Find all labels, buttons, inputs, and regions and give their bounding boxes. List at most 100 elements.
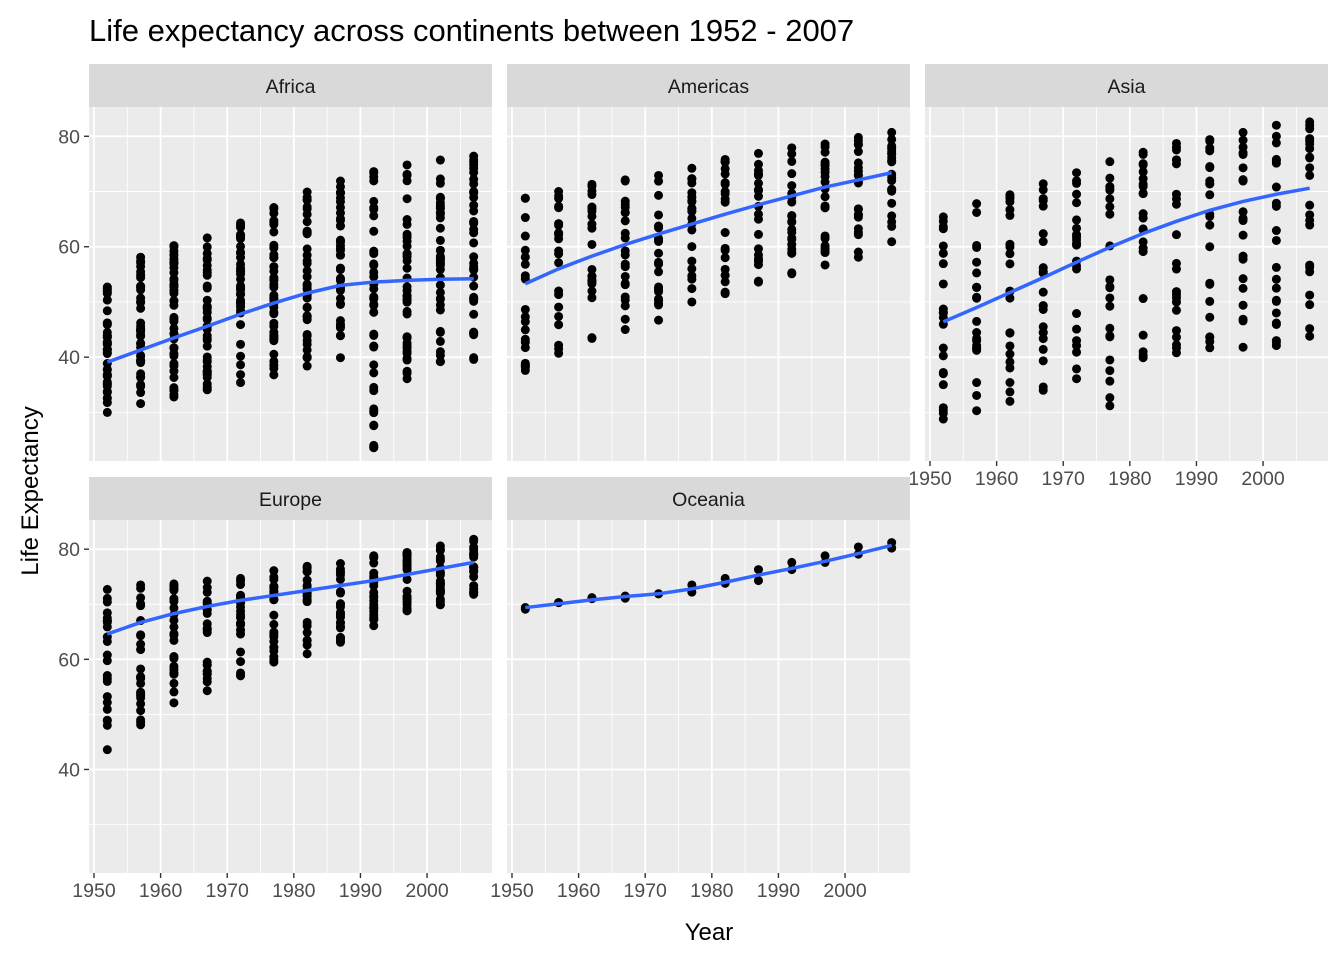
data-point bbox=[1238, 207, 1248, 217]
data-point bbox=[402, 606, 412, 616]
data-point bbox=[435, 258, 445, 268]
data-point bbox=[787, 181, 797, 191]
data-point bbox=[369, 267, 379, 277]
data-point bbox=[1072, 364, 1082, 374]
data-point bbox=[369, 226, 379, 236]
data-point bbox=[654, 210, 664, 220]
data-point bbox=[753, 178, 763, 188]
data-point bbox=[1072, 347, 1082, 357]
data-point bbox=[335, 331, 345, 341]
data-point bbox=[136, 350, 146, 360]
data-point bbox=[369, 420, 379, 430]
data-point bbox=[469, 281, 479, 291]
data-point bbox=[620, 292, 630, 302]
data-point bbox=[369, 382, 379, 392]
strip-label-africa: Africa bbox=[266, 76, 316, 98]
data-point bbox=[1138, 167, 1148, 177]
data-point bbox=[335, 633, 345, 643]
data-point bbox=[554, 246, 564, 256]
data-point bbox=[1238, 213, 1248, 223]
data-point bbox=[654, 299, 664, 309]
data-point bbox=[938, 351, 948, 361]
data-point bbox=[654, 267, 664, 277]
data-point bbox=[202, 242, 212, 252]
data-point bbox=[102, 692, 112, 702]
data-point bbox=[435, 336, 445, 346]
x-tick-label: 1950 bbox=[908, 468, 952, 490]
data-point bbox=[1305, 290, 1315, 300]
data-point bbox=[887, 237, 897, 247]
data-point bbox=[687, 225, 697, 235]
data-point bbox=[369, 592, 379, 602]
strip-africa bbox=[89, 64, 492, 107]
data-point bbox=[435, 287, 445, 297]
x-tick-label: 1990 bbox=[1175, 468, 1219, 490]
data-point bbox=[1105, 301, 1115, 311]
data-point bbox=[1271, 296, 1281, 306]
data-point bbox=[554, 201, 564, 211]
data-point bbox=[136, 639, 146, 649]
data-point bbox=[1171, 199, 1181, 209]
data-point bbox=[1005, 363, 1015, 373]
data-point bbox=[1271, 337, 1281, 347]
data-point bbox=[787, 234, 797, 244]
data-point bbox=[435, 579, 445, 589]
data-point bbox=[202, 677, 212, 687]
data-point bbox=[654, 248, 664, 258]
data-point bbox=[369, 568, 379, 578]
data-point bbox=[753, 214, 763, 224]
data-point bbox=[720, 287, 730, 297]
data-point bbox=[1205, 146, 1215, 156]
x-tick-label: 1980 bbox=[1108, 468, 1152, 490]
data-point bbox=[236, 590, 246, 600]
data-point bbox=[302, 563, 312, 573]
data-point bbox=[820, 160, 830, 170]
data-point bbox=[1138, 213, 1148, 223]
panel-bg-oceania bbox=[507, 520, 910, 873]
data-point bbox=[1005, 242, 1015, 252]
data-point bbox=[469, 544, 479, 554]
data-point bbox=[1171, 340, 1181, 350]
data-point bbox=[1138, 174, 1148, 184]
y-tick-label: 80 bbox=[58, 126, 80, 148]
data-point bbox=[1005, 341, 1015, 351]
data-point bbox=[102, 593, 112, 603]
data-point bbox=[554, 302, 564, 312]
data-point bbox=[435, 350, 445, 360]
data-point bbox=[1038, 344, 1048, 354]
y-axis-title: Life Expectancy bbox=[17, 406, 44, 575]
data-point bbox=[302, 617, 312, 627]
data-point bbox=[1271, 235, 1281, 245]
data-point bbox=[169, 687, 179, 697]
panel-asia: Asia 1950 1960 1970 1980 1990 2000 bbox=[908, 64, 1328, 490]
data-point bbox=[236, 351, 246, 361]
data-point bbox=[435, 280, 445, 290]
data-point bbox=[554, 320, 564, 330]
data-point bbox=[654, 176, 664, 186]
data-point bbox=[1238, 135, 1248, 145]
data-point bbox=[687, 264, 697, 274]
data-point bbox=[369, 342, 379, 352]
data-point bbox=[136, 380, 146, 390]
data-point bbox=[369, 621, 379, 631]
data-point bbox=[654, 284, 664, 294]
data-point bbox=[102, 398, 112, 408]
data-point bbox=[1171, 189, 1181, 199]
data-point bbox=[554, 228, 564, 238]
data-point bbox=[269, 370, 279, 380]
data-point bbox=[335, 602, 345, 612]
data-point bbox=[435, 178, 445, 188]
data-point bbox=[369, 408, 379, 418]
data-point bbox=[1105, 393, 1115, 403]
data-point bbox=[369, 246, 379, 256]
data-point bbox=[335, 319, 345, 329]
data-point bbox=[554, 286, 564, 296]
x-tick-label: 1990 bbox=[757, 880, 801, 902]
data-point bbox=[302, 329, 312, 339]
smooth-line-oceania bbox=[525, 543, 893, 610]
data-point bbox=[302, 279, 312, 289]
data-point bbox=[1105, 209, 1115, 219]
strip-asia bbox=[925, 64, 1328, 107]
data-point bbox=[720, 194, 730, 204]
data-point bbox=[102, 318, 112, 328]
